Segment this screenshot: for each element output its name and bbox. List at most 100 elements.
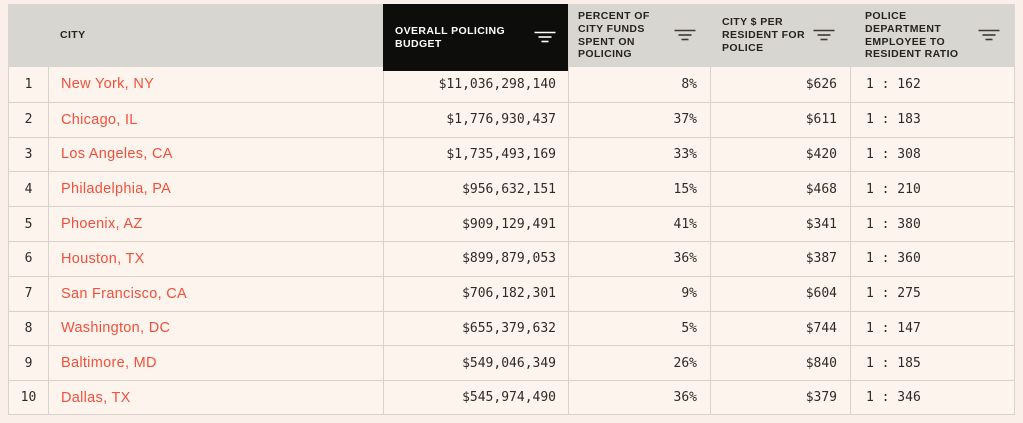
table-header-row: CITY OVERALL POLICING BUDGET PERCENT OF CI…	[8, 4, 1015, 71]
budget-value: $899,879,053	[462, 251, 556, 267]
pr-cell: $420	[710, 137, 850, 172]
table-row: 4 Philadelphia, PA $956,632,151 15% $468 1 : …	[8, 171, 1015, 207]
rank-value: 5	[24, 216, 33, 232]
city-cell[interactable]: New York, NY	[48, 67, 383, 102]
sort-lines-icon[interactable]	[534, 31, 556, 44]
percent-value: 8%	[681, 76, 697, 92]
city-link[interactable]: Washington, DC	[61, 320, 171, 337]
ratio-value: 1 : 162	[866, 76, 921, 92]
city-link[interactable]: Houston, TX	[61, 250, 145, 267]
rank-cell: 8	[8, 311, 48, 346]
budget-value: $1,735,493,169	[446, 146, 556, 162]
column-header-ratio[interactable]: POLICE DEPARTMENT EMPLOYEE TO RESIDENT R…	[850, 4, 1015, 67]
city-link[interactable]: Chicago, IL	[61, 111, 138, 128]
budget-value: $909,129,491	[462, 216, 556, 232]
column-header-city: CITY	[48, 4, 383, 67]
ratio-value: 1 : 147	[866, 320, 921, 336]
percent-cell: 8%	[568, 67, 710, 102]
city-cell[interactable]: Washington, DC	[48, 311, 383, 346]
ratio-cell: 1 : 360	[850, 241, 1015, 276]
percent-value: 37%	[673, 112, 697, 128]
rank-cell: 2	[8, 102, 48, 137]
budget-cell: $706,182,301	[383, 276, 568, 311]
column-header-pr[interactable]: CITY $ PER RESIDENT FOR POLICE	[710, 4, 850, 67]
ratio-cell: 1 : 147	[850, 311, 1015, 346]
budget-cell: $909,129,491	[383, 207, 568, 241]
ratio-cell: 1 : 162	[850, 67, 1015, 102]
pr-value: $744	[805, 320, 837, 336]
pr-cell: $611	[710, 102, 850, 137]
city-cell[interactable]: Houston, TX	[48, 241, 383, 276]
budget-value: $956,632,151	[462, 181, 556, 197]
budget-value: $655,379,632	[462, 320, 556, 336]
budget-value: $1,776,930,437	[446, 112, 556, 128]
pr-cell: $840	[710, 346, 850, 381]
policing-budget-table: CITY OVERALL POLICING BUDGET PERCENT OF CI…	[8, 4, 1015, 415]
column-header-percent[interactable]: PERCENT OF CITY FUNDS SPENT ON POLICING	[568, 4, 710, 67]
ratio-cell: 1 : 275	[850, 276, 1015, 311]
percent-value: 36%	[673, 251, 697, 267]
percent-value: 36%	[673, 390, 697, 406]
city-link[interactable]: Dallas, TX	[61, 389, 131, 406]
ratio-value: 1 : 360	[866, 251, 921, 267]
city-link[interactable]: Philadelphia, PA	[61, 181, 172, 198]
city-link[interactable]: San Francisco, CA	[61, 285, 187, 302]
budget-cell: $655,379,632	[383, 311, 568, 346]
rank-cell: 10	[8, 381, 48, 414]
budget-cell: $956,632,151	[383, 172, 568, 207]
city-cell[interactable]: Dallas, TX	[48, 381, 383, 414]
budget-value: $706,182,301	[462, 286, 556, 302]
rank-cell: 6	[8, 241, 48, 276]
rank-cell: 1	[8, 67, 48, 102]
city-cell[interactable]: Philadelphia, PA	[48, 172, 383, 207]
percent-cell: 37%	[568, 102, 710, 137]
percent-cell: 36%	[568, 381, 710, 414]
pr-value: $468	[805, 181, 837, 197]
budget-cell: $1,776,930,437	[383, 102, 568, 137]
pr-cell: $468	[710, 172, 850, 207]
percent-cell: 36%	[568, 241, 710, 276]
sort-lines-icon[interactable]	[813, 29, 835, 42]
percent-value: 26%	[673, 355, 697, 371]
column-header-budget[interactable]: OVERALL POLICING BUDGET	[383, 4, 568, 71]
table-row: 2 Chicago, IL $1,776,930,437 37% $611 1 : 183	[8, 101, 1015, 137]
sort-lines-icon[interactable]	[674, 29, 696, 42]
pr-value: $379	[805, 390, 837, 406]
city-cell[interactable]: San Francisco, CA	[48, 276, 383, 311]
sort-lines-icon[interactable]	[978, 29, 1000, 42]
budget-cell: $549,046,349	[383, 346, 568, 381]
rank-value: 2	[24, 112, 33, 128]
ratio-value: 1 : 346	[866, 390, 921, 406]
table-row: 8 Washington, DC $655,379,632 5% $744 1 : 147	[8, 310, 1015, 346]
city-link[interactable]: Phoenix, AZ	[61, 216, 143, 233]
rank-cell: 4	[8, 172, 48, 207]
table-body: 1 New York, NY $11,036,298,140 8% $626 1 : 16…	[8, 67, 1015, 415]
rank-cell: 9	[8, 346, 48, 381]
city-link[interactable]: Los Angeles, CA	[61, 146, 173, 163]
percent-value: 9%	[681, 286, 697, 302]
ratio-value: 1 : 308	[866, 146, 921, 162]
ratio-cell: 1 : 210	[850, 172, 1015, 207]
city-cell[interactable]: Chicago, IL	[48, 102, 383, 137]
column-header-rank	[8, 4, 48, 67]
percent-cell: 9%	[568, 276, 710, 311]
table-row: 9 Baltimore, MD $549,046,349 26% $840 1 : 185	[8, 345, 1015, 381]
budget-cell: $545,974,490	[383, 381, 568, 414]
rank-value: 10	[20, 390, 37, 406]
city-cell[interactable]: Phoenix, AZ	[48, 207, 383, 241]
ratio-cell: 1 : 380	[850, 207, 1015, 241]
column-header-label: PERCENT OF CITY FUNDS SPENT ON POLICING	[578, 9, 650, 61]
percent-cell: 15%	[568, 172, 710, 207]
table-row: 6 Houston, TX $899,879,053 36% $387 1 : 360	[8, 240, 1015, 276]
city-cell[interactable]: Baltimore, MD	[48, 346, 383, 381]
city-link[interactable]: Baltimore, MD	[61, 355, 157, 372]
rank-value: 3	[24, 146, 33, 162]
rank-value: 4	[24, 181, 33, 197]
city-cell[interactable]: Los Angeles, CA	[48, 137, 383, 172]
ratio-cell: 1 : 308	[850, 137, 1015, 172]
pr-cell: $626	[710, 67, 850, 102]
city-link[interactable]: New York, NY	[61, 76, 155, 93]
rank-cell: 7	[8, 276, 48, 311]
pr-value: $626	[805, 76, 837, 92]
ratio-cell: 1 : 183	[850, 102, 1015, 137]
